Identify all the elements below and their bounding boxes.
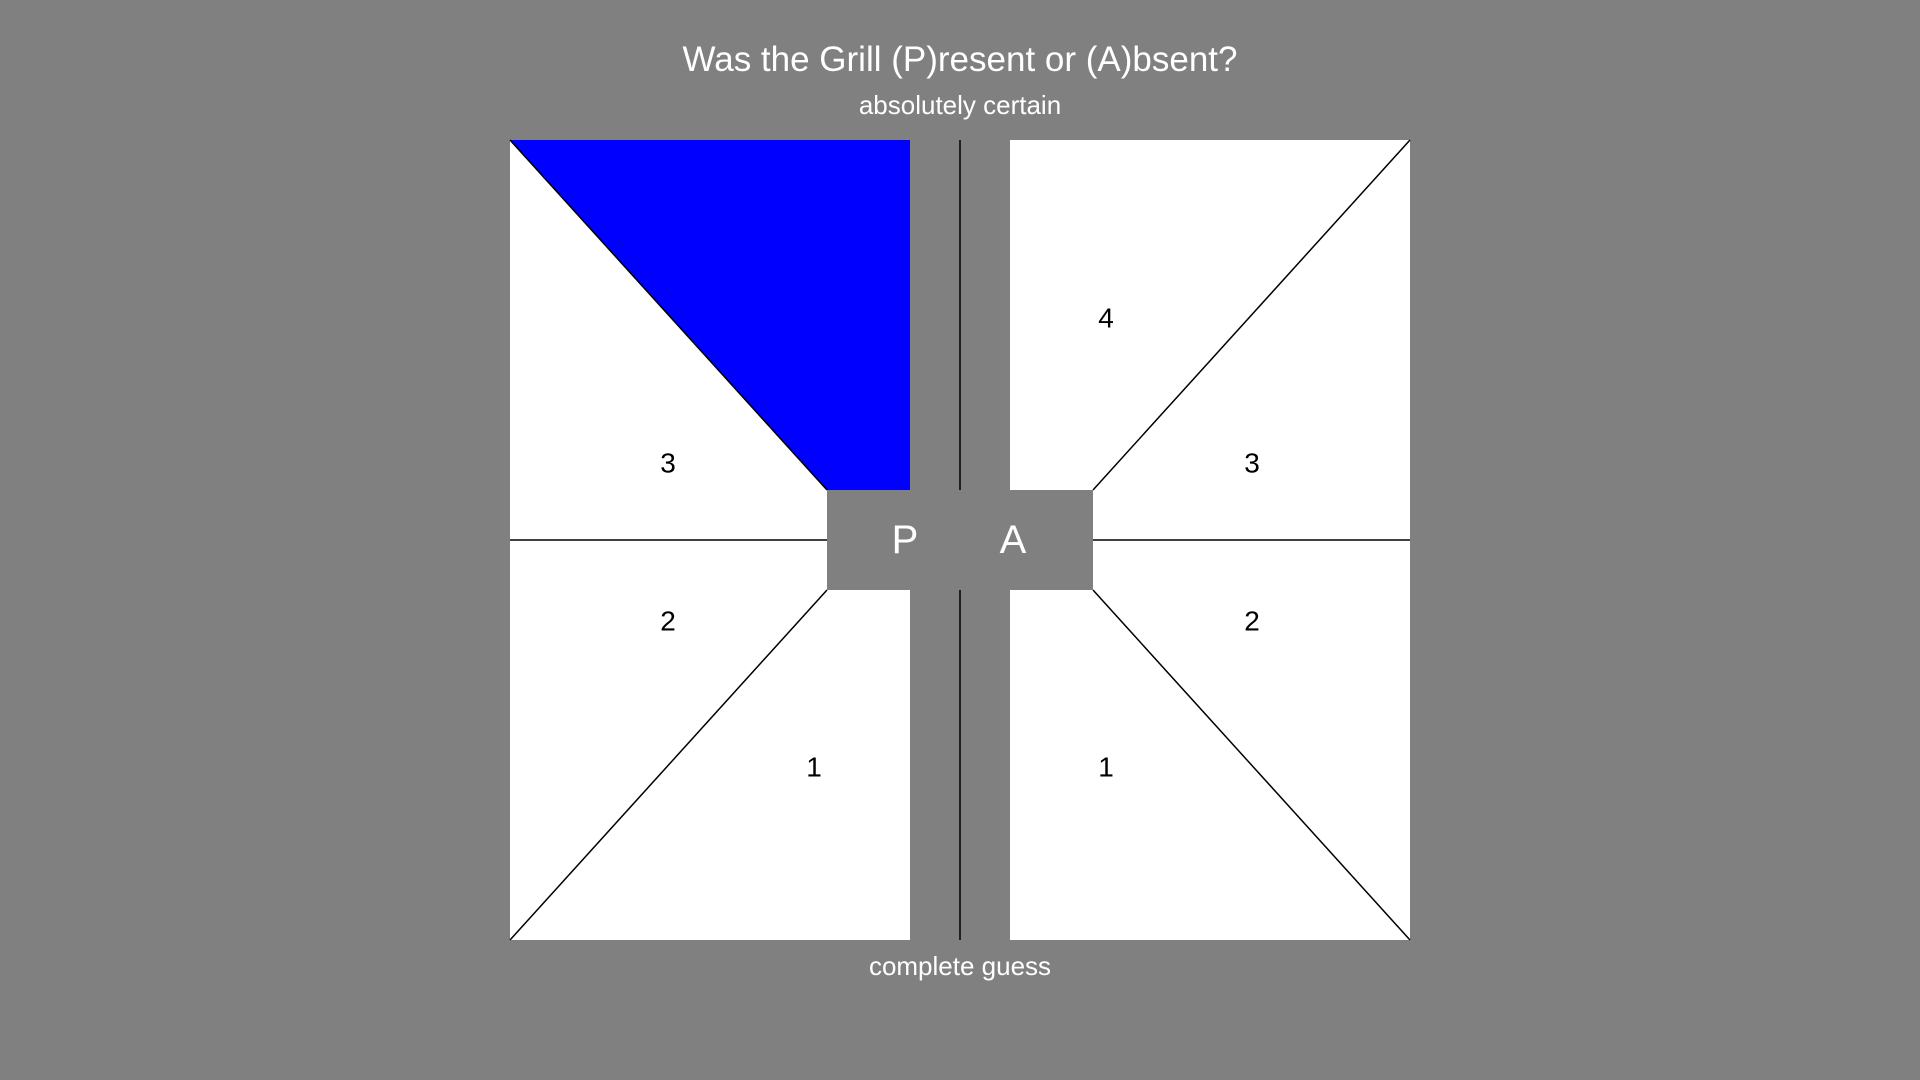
absent-wedge-1[interactable]	[1010, 590, 1410, 940]
present-rating-3-label: 3	[660, 448, 676, 479]
present-rating-2-label: 2	[660, 606, 676, 637]
absent-wedge-2[interactable]	[1093, 540, 1410, 940]
absent-panel	[1010, 139, 1411, 941]
present-wedge-3[interactable]	[510, 140, 827, 540]
absent-rating-1-label: 1	[1098, 752, 1114, 783]
absent-divider-diag-bottom	[1092, 589, 1411, 941]
top-anchor-label: absolutely certain	[858, 90, 1062, 120]
present-wedge-1[interactable]	[510, 590, 910, 940]
center-hub	[827, 490, 1093, 590]
absent-rating-4-label: 4	[1098, 303, 1114, 334]
present-choice-letter[interactable]: P	[892, 518, 919, 562]
present-divider-diag-top	[509, 139, 828, 491]
present-panel	[509, 139, 910, 941]
absent-wedge-4[interactable]	[1010, 140, 1410, 490]
present-rating-1-label: 1	[806, 752, 822, 783]
bottom-anchor-label: complete guess	[868, 951, 1052, 981]
absent-choice-letter[interactable]: A	[1000, 518, 1027, 562]
present-wedge-2[interactable]	[510, 540, 827, 940]
absent-rating-3-label: 3	[1244, 448, 1260, 479]
question-prompt: Was the Grill (P)resent or (A)bsent?	[682, 40, 1238, 79]
absent-rating-2-label: 2	[1244, 606, 1260, 637]
present-wedge-4[interactable]	[510, 140, 910, 490]
absent-divider-diag-top	[1092, 139, 1411, 491]
present-divider-diag-bottom	[509, 589, 828, 941]
absent-wedge-3[interactable]	[1093, 140, 1410, 540]
